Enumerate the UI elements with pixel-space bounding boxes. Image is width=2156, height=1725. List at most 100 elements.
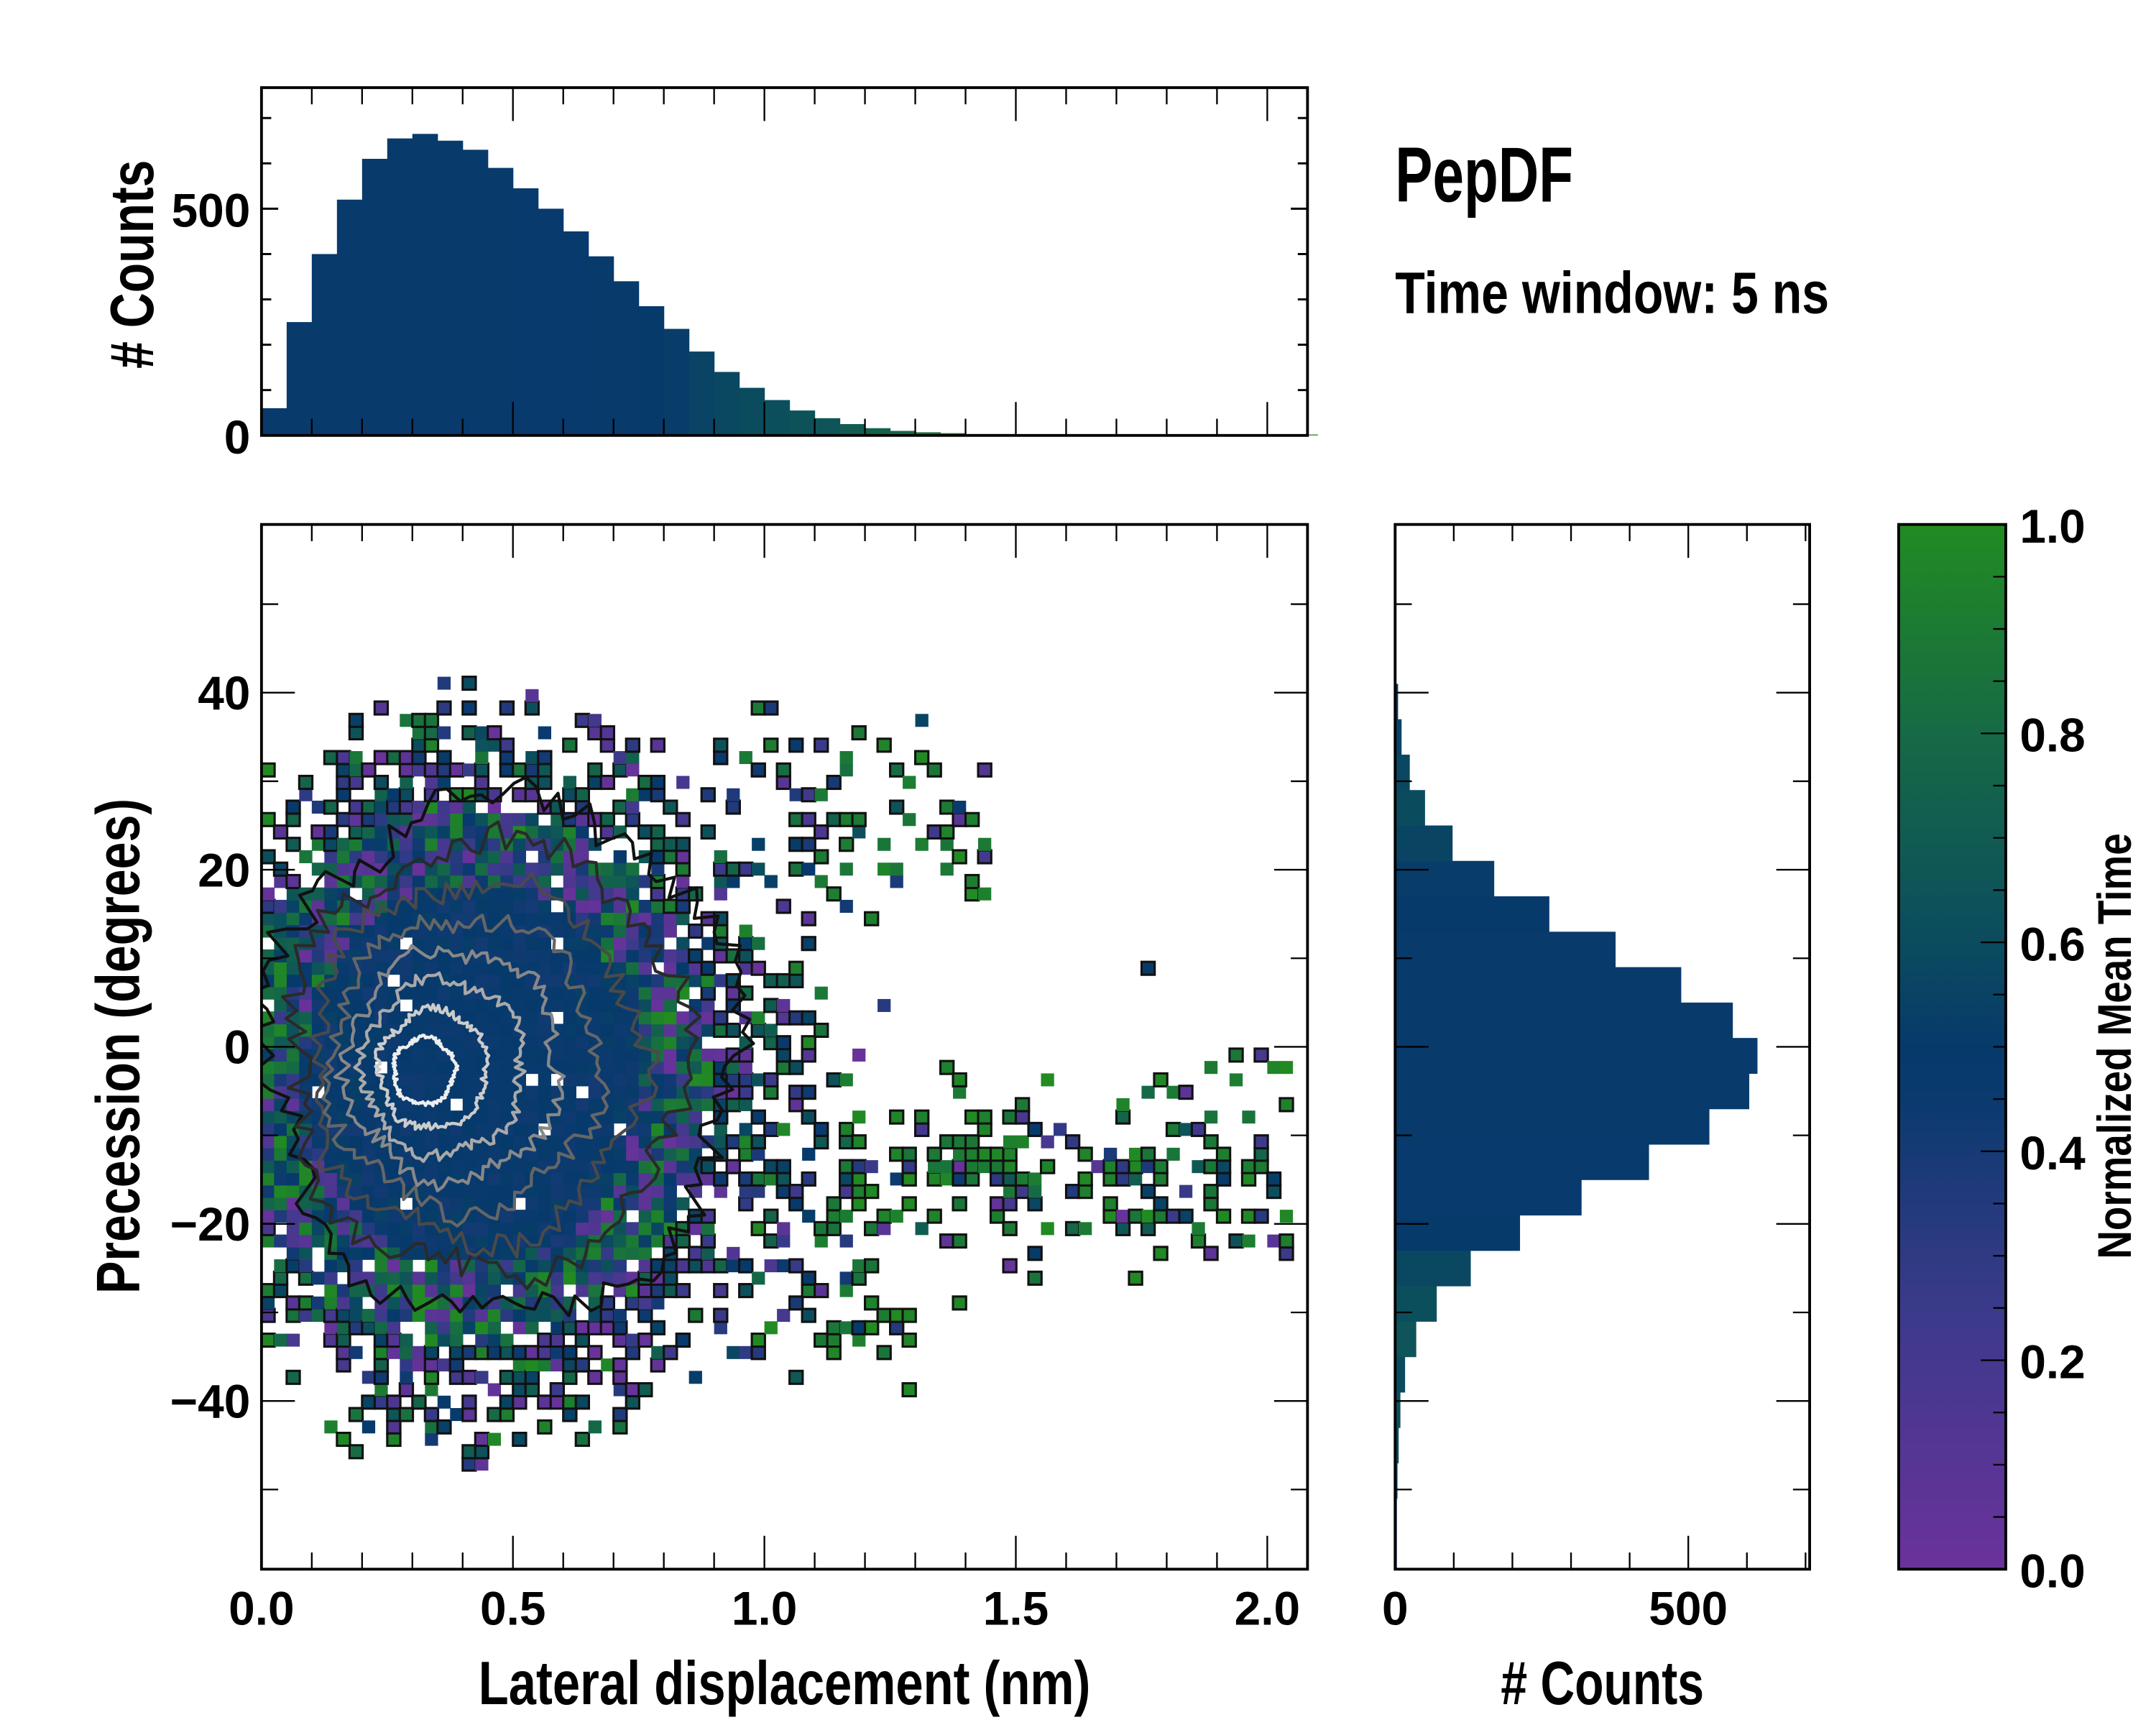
- heatmap-cell: [285, 873, 301, 890]
- heatmap-cell: [274, 1123, 287, 1136]
- heatmap-cell: [739, 924, 752, 938]
- heatmap-cell: [349, 1296, 363, 1310]
- heatmap-cell: [1003, 1184, 1017, 1198]
- heatmap-cell: [626, 974, 640, 988]
- heatmap-cell: [475, 899, 489, 913]
- heatmap-cell: [450, 1333, 464, 1347]
- heatmap-cell: [989, 1171, 1005, 1187]
- heatmap-cell: [487, 962, 502, 975]
- heatmap-cell: [576, 887, 589, 901]
- heatmap-cell: [989, 1208, 1005, 1224]
- heatmap-cell: [387, 1234, 401, 1248]
- heatmap-cell: [500, 1210, 514, 1223]
- heatmap-cell: [462, 1098, 476, 1111]
- heatmap-cell: [901, 1381, 917, 1398]
- heatmap-cell: [298, 774, 314, 791]
- heatmap-cell: [349, 1172, 363, 1186]
- heatmap-cell: [538, 912, 552, 926]
- heatmap-cell: [525, 689, 539, 702]
- heatmap-cell: [475, 998, 489, 1012]
- figure-title: PepDF: [1395, 132, 1573, 218]
- heatmap-cell: [650, 837, 665, 852]
- heatmap-cell: [437, 837, 451, 851]
- heatmap-cell: [563, 1172, 576, 1186]
- heatmap-cell: [286, 924, 300, 938]
- heatmap-cell: [311, 1309, 326, 1322]
- heatmap-cell: [538, 1296, 552, 1310]
- heatmap-cell: [412, 1284, 426, 1297]
- heatmap-cell: [613, 875, 627, 888]
- heatmap-cell: [423, 737, 440, 753]
- heatmap-cell: [750, 1022, 766, 1038]
- heatmap-cell: [299, 1234, 313, 1248]
- heatmap-cell: [701, 1061, 715, 1075]
- heatmap-cell: [700, 960, 716, 976]
- heatmap-cell: [839, 1184, 854, 1200]
- heatmap-cell: [462, 1147, 476, 1161]
- heatmap-cell: [525, 1048, 539, 1062]
- heatmap-cell: [675, 1233, 691, 1249]
- heatmap-cell: [272, 824, 289, 840]
- heatmap-cell: [638, 1184, 652, 1198]
- heatmap-cell: [272, 1270, 289, 1286]
- heatmap-cell: [487, 887, 502, 901]
- heatmap-cell: [964, 1134, 980, 1150]
- heatmap-cell: [864, 1184, 880, 1200]
- heatmap-cell: [701, 1098, 715, 1111]
- heatmap-cell: [877, 837, 891, 851]
- heatmap-cell: [890, 1172, 903, 1186]
- heatmap-cell: [487, 1085, 502, 1099]
- heatmap-cell: [826, 1320, 842, 1335]
- heatmap-cell: [612, 1369, 628, 1385]
- heatmap-cell: [914, 750, 930, 765]
- heatmap-cell: [261, 898, 276, 914]
- heatmap-cell: [285, 837, 301, 852]
- heatmap-cell: [1267, 1234, 1281, 1248]
- heatmap-cell: [461, 1394, 477, 1410]
- heatmap-cell: [500, 825, 514, 839]
- heatmap-cell: [587, 774, 603, 791]
- heatmap-cell: [738, 1258, 754, 1274]
- heatmap-cell: [285, 1307, 301, 1323]
- heatmap-cell: [400, 1259, 413, 1273]
- heatmap-cell: [1253, 1146, 1269, 1162]
- heatmap-cell: [612, 799, 628, 815]
- heatmap-cell: [1041, 1073, 1054, 1087]
- heatmap-cell: [361, 962, 376, 975]
- heatmap-cell: [1153, 1159, 1169, 1174]
- heatmap-cell: [663, 799, 678, 815]
- heatmap-cell: [525, 1222, 539, 1236]
- heatmap-cell: [336, 937, 351, 950]
- heatmap-cell: [713, 737, 729, 753]
- heatmap-cell: [512, 1222, 527, 1236]
- heatmap-cell: [437, 726, 451, 740]
- heatmap-cell: [814, 986, 828, 1000]
- contour-line: [333, 944, 566, 1192]
- heatmap-cell: [826, 774, 842, 791]
- heatmap-cell: [574, 1333, 591, 1348]
- heatmap-cell: [752, 837, 765, 851]
- heatmap-cell: [612, 1320, 628, 1335]
- heatmap-cell: [739, 1346, 752, 1359]
- heatmap-cell: [437, 1321, 451, 1335]
- heatmap-cell: [400, 1123, 413, 1136]
- heatmap-cell: [487, 1110, 502, 1124]
- heatmap-cell: [777, 1309, 791, 1322]
- heatmap-cell: [587, 724, 603, 741]
- colorbar-tick-label: 0.6: [2019, 917, 2085, 970]
- heatmap-cell: [739, 1061, 752, 1075]
- heatmap-cell: [587, 762, 603, 778]
- heatmap-cell: [676, 1172, 690, 1186]
- heatmap-cell: [525, 1123, 539, 1136]
- heatmap-cell: [964, 1109, 980, 1125]
- heatmap-cells: [261, 676, 1294, 1472]
- heatmap-cell: [525, 1259, 539, 1273]
- heatmap-cell: [599, 824, 616, 840]
- heatmap-cell: [538, 1197, 552, 1210]
- heatmap-cell: [801, 936, 816, 952]
- heatmap-cell: [374, 813, 388, 827]
- heatmap-cell: [651, 1197, 665, 1210]
- heatmap-cell: [675, 849, 691, 865]
- heatmap-cell: [475, 974, 489, 988]
- heatmap-cell: [663, 1048, 677, 1062]
